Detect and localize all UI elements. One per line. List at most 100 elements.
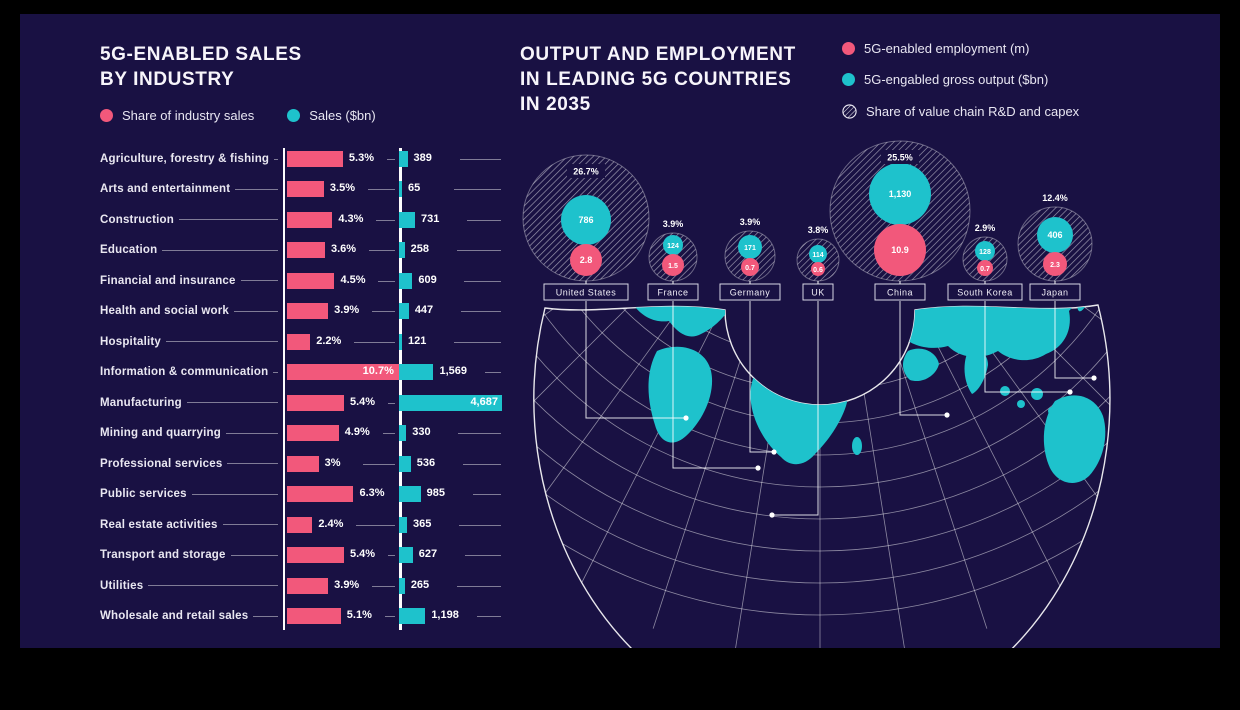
industry-row: Agriculture, forestry & fishing 5.3% 389 <box>100 144 505 174</box>
bar-group: 3.5% 65 <box>283 174 505 204</box>
sales-bar <box>399 211 416 228</box>
britain <box>757 354 767 364</box>
gross-output-value: 171 <box>744 245 756 252</box>
connector-dot <box>1067 389 1073 395</box>
industry-row: Utilities 3.9% 265 <box>100 571 505 601</box>
industry-row: Hospitality 2.2% 121 <box>100 327 505 357</box>
country-label: Germany <box>730 288 771 298</box>
industry-row: Public services 6.3% 985 <box>100 479 505 509</box>
employment-circle <box>811 262 825 276</box>
end-leader-line <box>462 463 501 465</box>
output-legend-item: 5G-engabled gross output ($bn) <box>842 72 1048 87</box>
share-bar <box>287 394 344 411</box>
sales-bar <box>399 486 421 503</box>
rd-capex-share-value: 2.9% <box>975 223 996 233</box>
share-value: 5.4% <box>349 395 376 408</box>
right-title-line3: IN 2035 <box>520 94 591 115</box>
employment-value: 2.8 <box>580 255 593 265</box>
mid-leader-line <box>387 555 395 557</box>
country-connector-line <box>899 301 947 416</box>
industry-row: Financial and insurance 4.5% 609 <box>100 266 505 296</box>
india <box>964 349 988 394</box>
connector-dot <box>944 412 950 418</box>
rd-capex-share-value: 3.8% <box>808 225 829 235</box>
sales-value: 536 <box>416 456 436 469</box>
sales-value: 365 <box>413 517 432 530</box>
industry-row: Construction 4.3% 731 <box>100 205 505 235</box>
share-value: 2.4% <box>318 517 344 530</box>
mid-leader-line <box>362 463 395 465</box>
bar-group: 5.3% 389 <box>283 144 505 174</box>
country-bubble-group: 124 1.5 3.9% France <box>647 219 761 471</box>
industry-row: Mining and quarrying 4.9% 330 <box>100 418 505 448</box>
bar-group: 3.9% 447 <box>283 296 505 326</box>
end-leader-line <box>477 616 501 618</box>
gross-output-value: 114 <box>812 252 823 259</box>
share-legend-label: Share of industry sales <box>122 108 255 123</box>
industry-row: Manufacturing 5.4% 4,687 <box>100 388 505 418</box>
share-bar <box>287 303 329 320</box>
mid-leader-line <box>376 219 395 221</box>
mid-leader-line <box>387 402 395 404</box>
gross-output-circle <box>561 195 611 245</box>
left-chart-title: 5G-ENABLED SALES BY INDUSTRY <box>100 42 302 92</box>
sales-bar <box>399 455 411 472</box>
rd-capex-legend-item: Share of value chain R&D and capex <box>842 104 1079 119</box>
sales-bar <box>399 333 402 350</box>
share-bar <box>287 151 343 167</box>
country-bubble-group: 128 0.7 2.9% South Korea <box>947 223 1073 395</box>
industry-label: Public services <box>100 488 187 501</box>
south-america <box>648 346 713 443</box>
graticule-meridian <box>533 305 708 498</box>
rd-capex-legend-label: Share of value chain R&D and capex <box>866 104 1080 119</box>
industry-label: Education <box>100 244 158 257</box>
industry-row: Transport and storage 5.4% 627 <box>100 540 505 570</box>
country-bubble-group: 114 0.6 3.8% UK <box>769 225 840 518</box>
sales-bar <box>399 181 402 198</box>
bar-group: 6.3% 985 <box>283 479 505 509</box>
infographic-panel: 5G-ENABLED SALES BY INDUSTRY Share of in… <box>20 14 1220 648</box>
rd-capex-share-value: 26.7% <box>573 167 599 177</box>
sales-bar <box>399 272 413 289</box>
mid-leader-line <box>354 341 395 343</box>
gross-output-circle <box>738 235 762 259</box>
bar-group: 4.9% 330 <box>283 418 505 448</box>
country-label: Japan <box>1041 288 1068 298</box>
gross-output-value: 786 <box>578 215 593 225</box>
end-leader-line <box>456 585 501 587</box>
leader-line <box>191 493 278 495</box>
end-leader-line <box>459 159 501 160</box>
employment-value: 2.3 <box>1050 262 1060 269</box>
country-bubble-group: 406 2.3 12.4% Japan <box>1017 193 1097 381</box>
employment-legend-dot-icon <box>842 42 855 55</box>
share-value: 4.9% <box>344 426 370 439</box>
rd-capex-share-value: 12.4% <box>1042 193 1068 203</box>
gross-output-circle <box>663 235 683 255</box>
leader-line <box>234 310 278 312</box>
sales-bar <box>399 364 434 381</box>
industry-row: Education 3.6% 258 <box>100 235 505 265</box>
country-label-box <box>874 283 926 301</box>
share-legend-dot-icon <box>100 109 113 122</box>
industry-label: Mining and quarrying <box>100 427 221 440</box>
5g-countries-map-chart: 786 2.8 26.7% United States 124 1.5 3.9% France… <box>522 140 1111 648</box>
industry-label: Information & communication <box>100 366 269 379</box>
country-connector-line <box>749 301 774 453</box>
leader-line <box>273 371 278 373</box>
sales-bar <box>399 394 502 411</box>
country-bubble-group: 786 2.8 26.7% United States <box>522 154 689 421</box>
country-label-box <box>543 283 629 301</box>
bar-group: 5.4% 4,687 <box>283 388 505 418</box>
employment-value: 0.7 <box>980 266 990 273</box>
country-label: South Korea <box>957 288 1013 298</box>
share-axis-line <box>283 148 285 630</box>
mid-leader-line <box>368 250 395 252</box>
share-value: 5.1% <box>346 609 372 622</box>
country-connector-line <box>984 301 1070 393</box>
industry-label: Wholesale and retail sales <box>100 610 249 623</box>
employment-legend-item: 5G-enabled employment (m) <box>842 41 1029 56</box>
leader-line <box>240 280 278 282</box>
gross-output-value: 406 <box>1047 230 1062 240</box>
sales-bar <box>399 151 408 167</box>
industry-label: Utilities <box>100 579 144 592</box>
